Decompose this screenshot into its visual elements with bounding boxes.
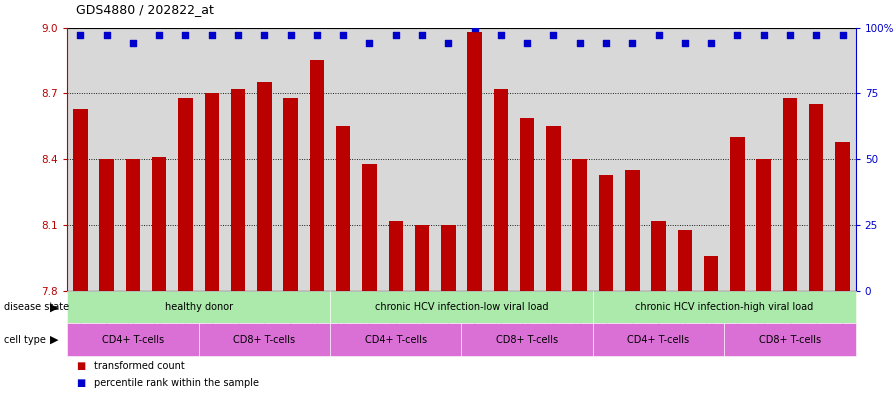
Bar <box>125 159 140 291</box>
Point <box>415 32 429 39</box>
Bar <box>599 175 613 291</box>
Point <box>547 32 561 39</box>
Point <box>125 40 140 46</box>
Bar <box>547 127 561 291</box>
Bar <box>835 142 849 291</box>
Bar <box>362 164 376 291</box>
Text: CD8+ T-cells: CD8+ T-cells <box>496 334 558 345</box>
Text: chronic HCV infection-high viral load: chronic HCV infection-high viral load <box>635 302 814 312</box>
Point <box>677 40 692 46</box>
Bar <box>178 98 193 291</box>
Text: CD4+ T-cells: CD4+ T-cells <box>627 334 690 345</box>
Text: ▶: ▶ <box>50 302 58 312</box>
Bar <box>704 256 719 291</box>
Text: ■: ■ <box>76 361 85 371</box>
Point <box>704 40 719 46</box>
Bar <box>756 159 771 291</box>
Bar <box>310 61 324 291</box>
Bar <box>283 98 297 291</box>
Text: transformed count: transformed count <box>94 361 185 371</box>
Text: healthy donor: healthy donor <box>165 302 233 312</box>
Bar <box>389 221 403 291</box>
Point <box>783 32 797 39</box>
Point <box>441 40 455 46</box>
Text: CD4+ T-cells: CD4+ T-cells <box>102 334 164 345</box>
Bar <box>73 109 88 291</box>
Point <box>756 32 771 39</box>
Bar <box>336 127 350 291</box>
Bar <box>494 89 508 291</box>
Bar <box>415 225 429 291</box>
Bar <box>625 170 640 291</box>
Point <box>520 40 534 46</box>
Text: GDS4880 / 202822_at: GDS4880 / 202822_at <box>76 3 214 16</box>
Bar <box>441 225 455 291</box>
Bar <box>204 94 219 291</box>
Point <box>573 40 587 46</box>
Point <box>99 32 114 39</box>
Bar <box>152 157 167 291</box>
Bar <box>730 138 745 291</box>
Bar <box>520 118 534 291</box>
Text: disease state: disease state <box>4 302 70 312</box>
Point <box>468 24 482 31</box>
Bar <box>231 89 246 291</box>
Point <box>283 32 297 39</box>
Text: CD8+ T-cells: CD8+ T-cells <box>759 334 821 345</box>
Bar <box>573 159 587 291</box>
Point <box>336 32 350 39</box>
Point <box>599 40 613 46</box>
Bar <box>677 230 692 291</box>
Point <box>625 40 640 46</box>
Point <box>204 32 219 39</box>
Point <box>730 32 745 39</box>
Point <box>362 40 376 46</box>
Text: chronic HCV infection-low viral load: chronic HCV infection-low viral load <box>375 302 548 312</box>
Bar <box>651 221 666 291</box>
Text: CD4+ T-cells: CD4+ T-cells <box>365 334 426 345</box>
Point <box>835 32 849 39</box>
Bar <box>809 105 823 291</box>
Point <box>152 32 167 39</box>
Point <box>73 32 88 39</box>
Point <box>310 32 324 39</box>
Point <box>231 32 246 39</box>
Text: ■: ■ <box>76 378 85 387</box>
Point <box>389 32 403 39</box>
Text: percentile rank within the sample: percentile rank within the sample <box>94 378 259 387</box>
Bar <box>468 32 482 291</box>
Point <box>257 32 271 39</box>
Point <box>494 32 508 39</box>
Point <box>651 32 666 39</box>
Bar <box>99 159 114 291</box>
Text: ▶: ▶ <box>50 334 58 345</box>
Point <box>178 32 193 39</box>
Bar <box>257 83 271 291</box>
Text: CD8+ T-cells: CD8+ T-cells <box>233 334 296 345</box>
Text: cell type: cell type <box>4 334 47 345</box>
Bar <box>783 98 797 291</box>
Point <box>809 32 823 39</box>
